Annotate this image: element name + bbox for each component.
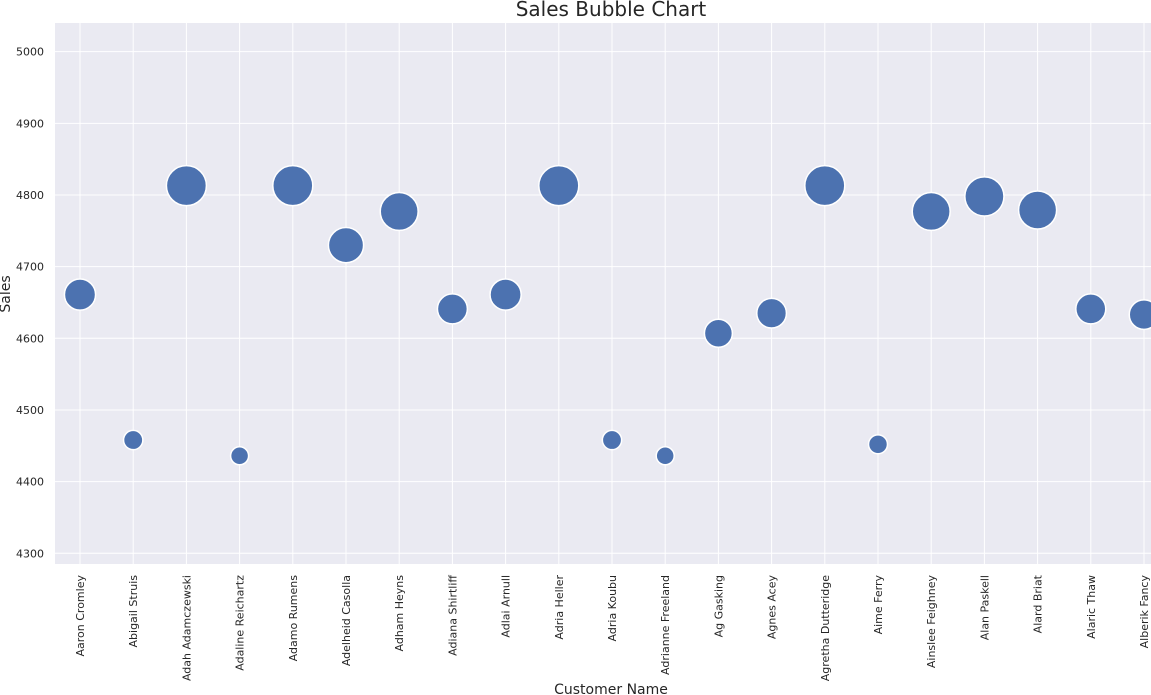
x-tick-label: Adaline Reichartz — [234, 575, 247, 671]
bubble-point — [703, 318, 734, 349]
y-axis-label: Sales — [0, 275, 14, 312]
x-tick-label: Adamo Rumens — [287, 575, 300, 662]
x-tick-label: Adham Heyns — [393, 575, 406, 652]
plot-area — [55, 23, 1151, 564]
x-tick-label: Adria Koubu — [606, 575, 619, 641]
x-tick-label: Alberik Fancy — [1138, 575, 1151, 649]
grid-lines — [55, 23, 1151, 564]
x-tick-label: Adlai Arnull — [500, 575, 513, 638]
y-tick-label: 4400 — [16, 476, 44, 489]
y-tick-label: 4300 — [16, 547, 44, 560]
y-tick-label: 5000 — [16, 46, 44, 59]
x-tick-label: Alan Paskell — [978, 575, 991, 640]
bubble-point — [655, 446, 675, 466]
bubble-point — [436, 293, 469, 325]
x-tick-label: Agretha Dutteridge — [819, 575, 832, 681]
bubble-point — [804, 164, 846, 207]
bubble-point — [911, 191, 951, 232]
x-tick-label: Alaric Thaw — [1085, 575, 1098, 639]
x-tick-label: Adah Adamczewski — [180, 575, 193, 681]
bubble-point — [1128, 299, 1151, 331]
bubble-point — [327, 226, 365, 264]
x-tick-label: Ainslee Feighney — [925, 575, 938, 669]
x-tick-label: Alard Briat — [1032, 574, 1045, 633]
bubble-point — [63, 278, 97, 311]
bubble-point — [1075, 293, 1107, 325]
x-tick-label: Aaron Cromley — [74, 575, 87, 657]
x-tick-label: Agnes Acey — [766, 575, 779, 640]
bubble-point — [379, 191, 419, 232]
x-tick-label: Adrianne Freeland — [659, 575, 672, 675]
chart-title: Sales Bubble Chart — [516, 0, 707, 21]
x-tick-label: Aime Ferry — [872, 575, 885, 635]
bubble-point — [538, 164, 580, 207]
x-tick-label: Adria Heller — [553, 575, 566, 640]
bubble-point — [1017, 190, 1058, 230]
x-axis-label: Customer Name — [554, 682, 668, 695]
y-tick-label: 4700 — [16, 261, 44, 274]
x-tick-label: Adiana Shirtliff — [446, 575, 459, 656]
bubbles — [63, 164, 1151, 466]
y-axis-ticks: 4300 4400 4500 4600 4700 4800 4900 5000 — [16, 46, 44, 561]
bubble-point — [272, 164, 314, 207]
bubble-point — [165, 164, 208, 207]
x-axis-ticks: Aaron Cromley Abigail Struis Adah Adamczew… — [74, 574, 1151, 681]
bubble-point — [229, 446, 250, 466]
bubble-point — [756, 297, 788, 329]
bubble-point — [122, 429, 144, 451]
bubble-point — [867, 434, 889, 455]
bubble-point — [964, 176, 1005, 217]
y-tick-label: 4500 — [16, 404, 44, 417]
y-tick-label: 4600 — [16, 332, 44, 345]
bubble-point — [489, 278, 522, 311]
y-tick-label: 4800 — [16, 189, 44, 202]
x-tick-label: Abigail Struis — [127, 575, 140, 648]
bubble-point — [601, 429, 623, 451]
x-tick-label: Adelheid Casolla — [340, 575, 353, 666]
y-tick-label: 4900 — [16, 117, 44, 130]
x-tick-label: Ag Gasking — [712, 575, 725, 637]
